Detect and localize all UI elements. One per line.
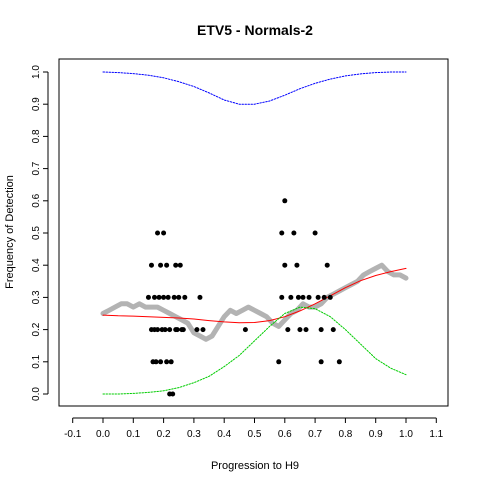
x-tick-label: 0.8 [338,429,352,440]
data-point [176,294,182,300]
y-axis: 0.0 0.1 0.2 0.3 0.4 0.5 0.6 0.7 0.8 0.9 1.0 [31,65,49,401]
data-point [197,294,203,300]
data-point [276,359,282,365]
data-point [170,391,176,397]
y-tick-label: 1.0 [31,65,42,79]
x-tick-label: 0.0 [96,429,110,440]
data-point [152,294,158,300]
data-point [279,230,285,236]
data-point [303,327,309,333]
data-point [173,262,179,268]
series-lines [100,71,409,395]
data-point [155,327,161,333]
y-tick-label: 0.6 [31,193,42,207]
plot-frame [58,58,449,407]
data-point [279,294,285,300]
lower-bound-line [102,306,407,395]
data-point [168,359,174,365]
x-tick-label: 1.1 [429,429,443,440]
x-axis-label: Progression to H9 [211,460,299,472]
data-point [282,198,288,204]
y-tick-label: 0.7 [31,161,42,175]
y-axis-label: Frequency of Detection [4,175,16,289]
data-point [300,294,306,300]
data-point [162,327,168,333]
chart-title: ETV5 - Normals-2 [197,22,313,38]
data-point [242,327,248,333]
data-point [148,262,154,268]
data-point [164,359,170,365]
data-point [171,294,177,300]
data-point [285,327,291,333]
x-tick-label: 0.6 [278,429,292,440]
data-point [158,262,164,268]
data-point [180,327,186,333]
data-point [177,262,183,268]
y-tick-label: 0.3 [31,290,42,304]
data-point [327,294,333,300]
y-tick-label: 0.4 [31,258,42,272]
data-point [161,230,167,236]
x-tick-label: 0.3 [187,429,201,440]
data-point [306,294,312,300]
y-tick-label: 0.1 [31,354,42,368]
data-point [330,327,336,333]
series-points [145,198,342,397]
data-point [297,327,303,333]
x-tick-label: 0.2 [157,429,171,440]
data-point [164,262,170,268]
data-point [174,327,180,333]
x-axis: -0.1 0.0 0.1 0.2 0.3 0.4 0.5 0.6 0.7 0.8 0.9 1.0 1.1 [64,417,444,440]
data-point [312,230,318,236]
data-point [282,262,288,268]
data-point [165,294,171,300]
data-point [194,327,200,333]
data-point [321,294,327,300]
x-tick-label: 1.0 [399,429,413,440]
y-tick-label: 0.0 [31,387,42,401]
data-point [155,230,161,236]
data-point [158,359,164,365]
data-point [200,327,206,333]
data-point [156,294,162,300]
data-point [288,294,294,300]
data-point [182,294,188,300]
fit-line [102,267,407,324]
data-point [318,327,324,333]
data-point [315,294,321,300]
x-tick-label: -0.1 [64,429,82,440]
upper-bound-line [102,71,407,105]
data-point [291,230,297,236]
x-tick-label: 0.4 [217,429,231,440]
data-point [161,294,167,300]
data-point [324,262,330,268]
y-tick-label: 0.9 [31,97,42,111]
x-tick-label: 0.9 [369,429,383,440]
running-mean-line [100,262,409,342]
data-point [295,294,301,300]
data-point [294,262,300,268]
data-point [318,359,324,365]
y-tick-label: 0.5 [31,226,42,240]
data-point [145,294,151,300]
x-tick-label: 0.5 [248,429,262,440]
x-tick-label: 0.7 [308,429,322,440]
x-tick-label: 0.1 [126,429,140,440]
y-tick-label: 0.8 [31,129,42,143]
data-point [167,327,173,333]
data-point [153,359,159,365]
y-tick-label: 0.2 [31,322,42,336]
data-point [336,359,342,365]
